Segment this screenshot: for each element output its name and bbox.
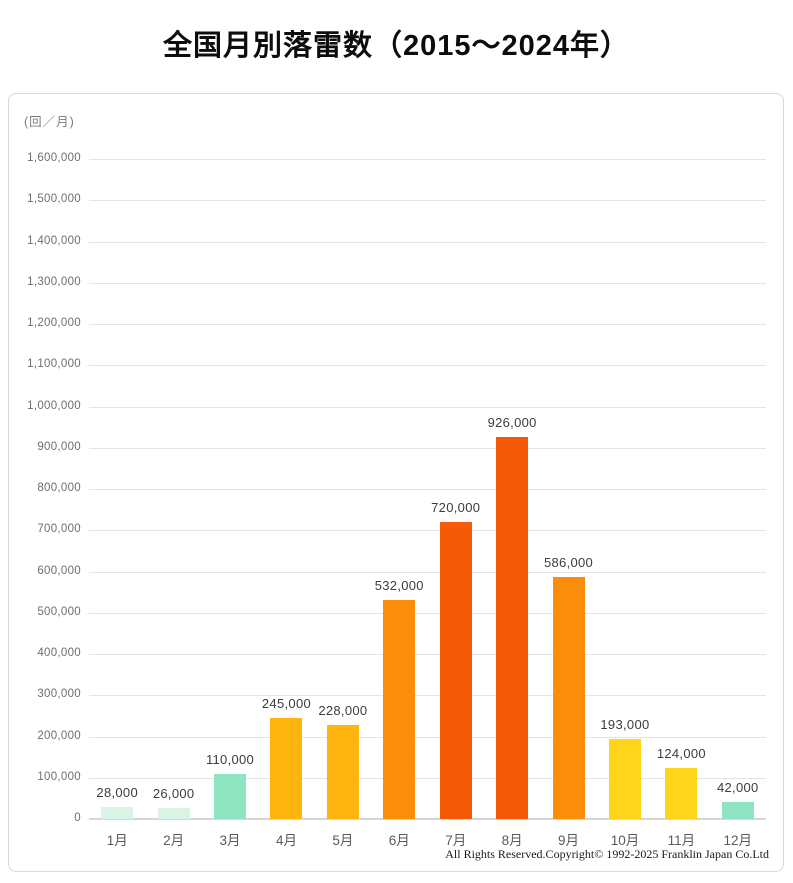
gridline (89, 365, 766, 367)
gridline (89, 241, 766, 243)
x-axis-tick-label: 3月 (219, 833, 241, 848)
gridline (89, 612, 766, 614)
copyright-text: All Rights Reserved.Copyright© 1992-2025… (445, 847, 769, 861)
x-axis-tick-label: 8月 (501, 833, 523, 848)
bar (552, 577, 585, 819)
bar (326, 725, 359, 819)
y-axis-tick-label: 400,000 (37, 647, 81, 659)
y-axis-tick-label: 200,000 (37, 729, 81, 742)
bar-value-label: 193,000 (600, 717, 650, 732)
bar-value-label: 110,000 (205, 752, 255, 767)
y-axis-tick-label: 1,500,000 (27, 193, 81, 206)
bar-value-label: 532,000 (374, 578, 424, 593)
bar-value-label: 926,000 (487, 415, 537, 430)
bar (101, 807, 134, 819)
gridline (89, 695, 766, 697)
gridline (89, 571, 766, 573)
x-axis-tick-label: 4月 (275, 833, 297, 848)
bar-value-label: 124,000 (656, 746, 706, 761)
x-axis-tick-label: 10月 (610, 833, 640, 848)
gridline (89, 406, 766, 408)
x-axis-tick-label: 5月 (332, 833, 354, 848)
x-axis-tick-label: 6月 (388, 833, 410, 848)
y-axis-tick-label: 1,300,000 (27, 275, 81, 288)
bar (270, 718, 303, 819)
gridline (89, 530, 766, 532)
y-axis-tick-label: 900,000 (37, 440, 81, 453)
bar (383, 600, 416, 819)
y-axis-tick-label: 800,000 (37, 482, 81, 494)
gridline (89, 200, 766, 202)
bar-value-label: 26,000 (152, 786, 195, 801)
gridline (89, 159, 766, 160)
gridline (89, 736, 766, 738)
bar (496, 437, 529, 819)
y-axis-tick-label: 1,200,000 (27, 317, 81, 329)
y-axis-tick-label: 1,400,000 (27, 234, 81, 247)
x-axis-tick-label: 12月 (723, 833, 753, 848)
gridline (89, 489, 766, 490)
bar (157, 808, 190, 819)
bar (721, 802, 754, 819)
gridline (89, 777, 766, 779)
x-axis-tick-label: 1月 (106, 833, 128, 848)
x-axis-tick-label: 2月 (163, 833, 185, 848)
bar-chart-plot-area: 0 100,000 200,000 300,000 400,000 500,000 600,… (9, 94, 785, 873)
y-axis-tick-label: 500,000 (37, 605, 81, 618)
y-axis-unit-label: (回／月) (24, 115, 75, 129)
bar-value-label: 586,000 (543, 555, 594, 570)
gridline (89, 282, 766, 284)
x-axis-tick-label: 7月 (445, 833, 467, 848)
gridline (89, 447, 766, 449)
y-axis-tick-label: 1,600,000 (27, 152, 81, 164)
bar-value-label: 28,000 (96, 785, 138, 800)
y-axis-tick-label: 100,000 (37, 770, 81, 783)
y-axis-tick-label: 0 (74, 812, 81, 824)
bar-value-label: 42,000 (717, 780, 759, 795)
y-axis-tick-label: 1,000,000 (27, 399, 81, 412)
y-axis-tick-label: 1,100,000 (27, 358, 81, 371)
y-axis-tick-label: 600,000 (37, 564, 81, 577)
gridline (89, 654, 766, 655)
x-axis-baseline (89, 818, 766, 820)
bar (214, 774, 247, 819)
y-axis-tick-label: 700,000 (37, 523, 81, 536)
chart-panel: (回／月) 0 100,000 200,000 300,000 400,000 500,0… (8, 93, 784, 872)
x-axis-tick-label: 11月 (667, 833, 696, 848)
bar (439, 522, 472, 819)
page-title: 全国月別落雷数（2015〜2024年） (162, 30, 631, 62)
bar (608, 739, 641, 819)
x-axis-tick-label: 9月 (558, 833, 580, 848)
y-axis-tick-label: 300,000 (37, 688, 81, 701)
bar-value-label: 228,000 (318, 703, 368, 718)
gridline (89, 324, 766, 325)
bar (665, 768, 698, 819)
bar-value-label: 720,000 (431, 500, 481, 515)
bar-value-label: 245,000 (261, 696, 311, 711)
